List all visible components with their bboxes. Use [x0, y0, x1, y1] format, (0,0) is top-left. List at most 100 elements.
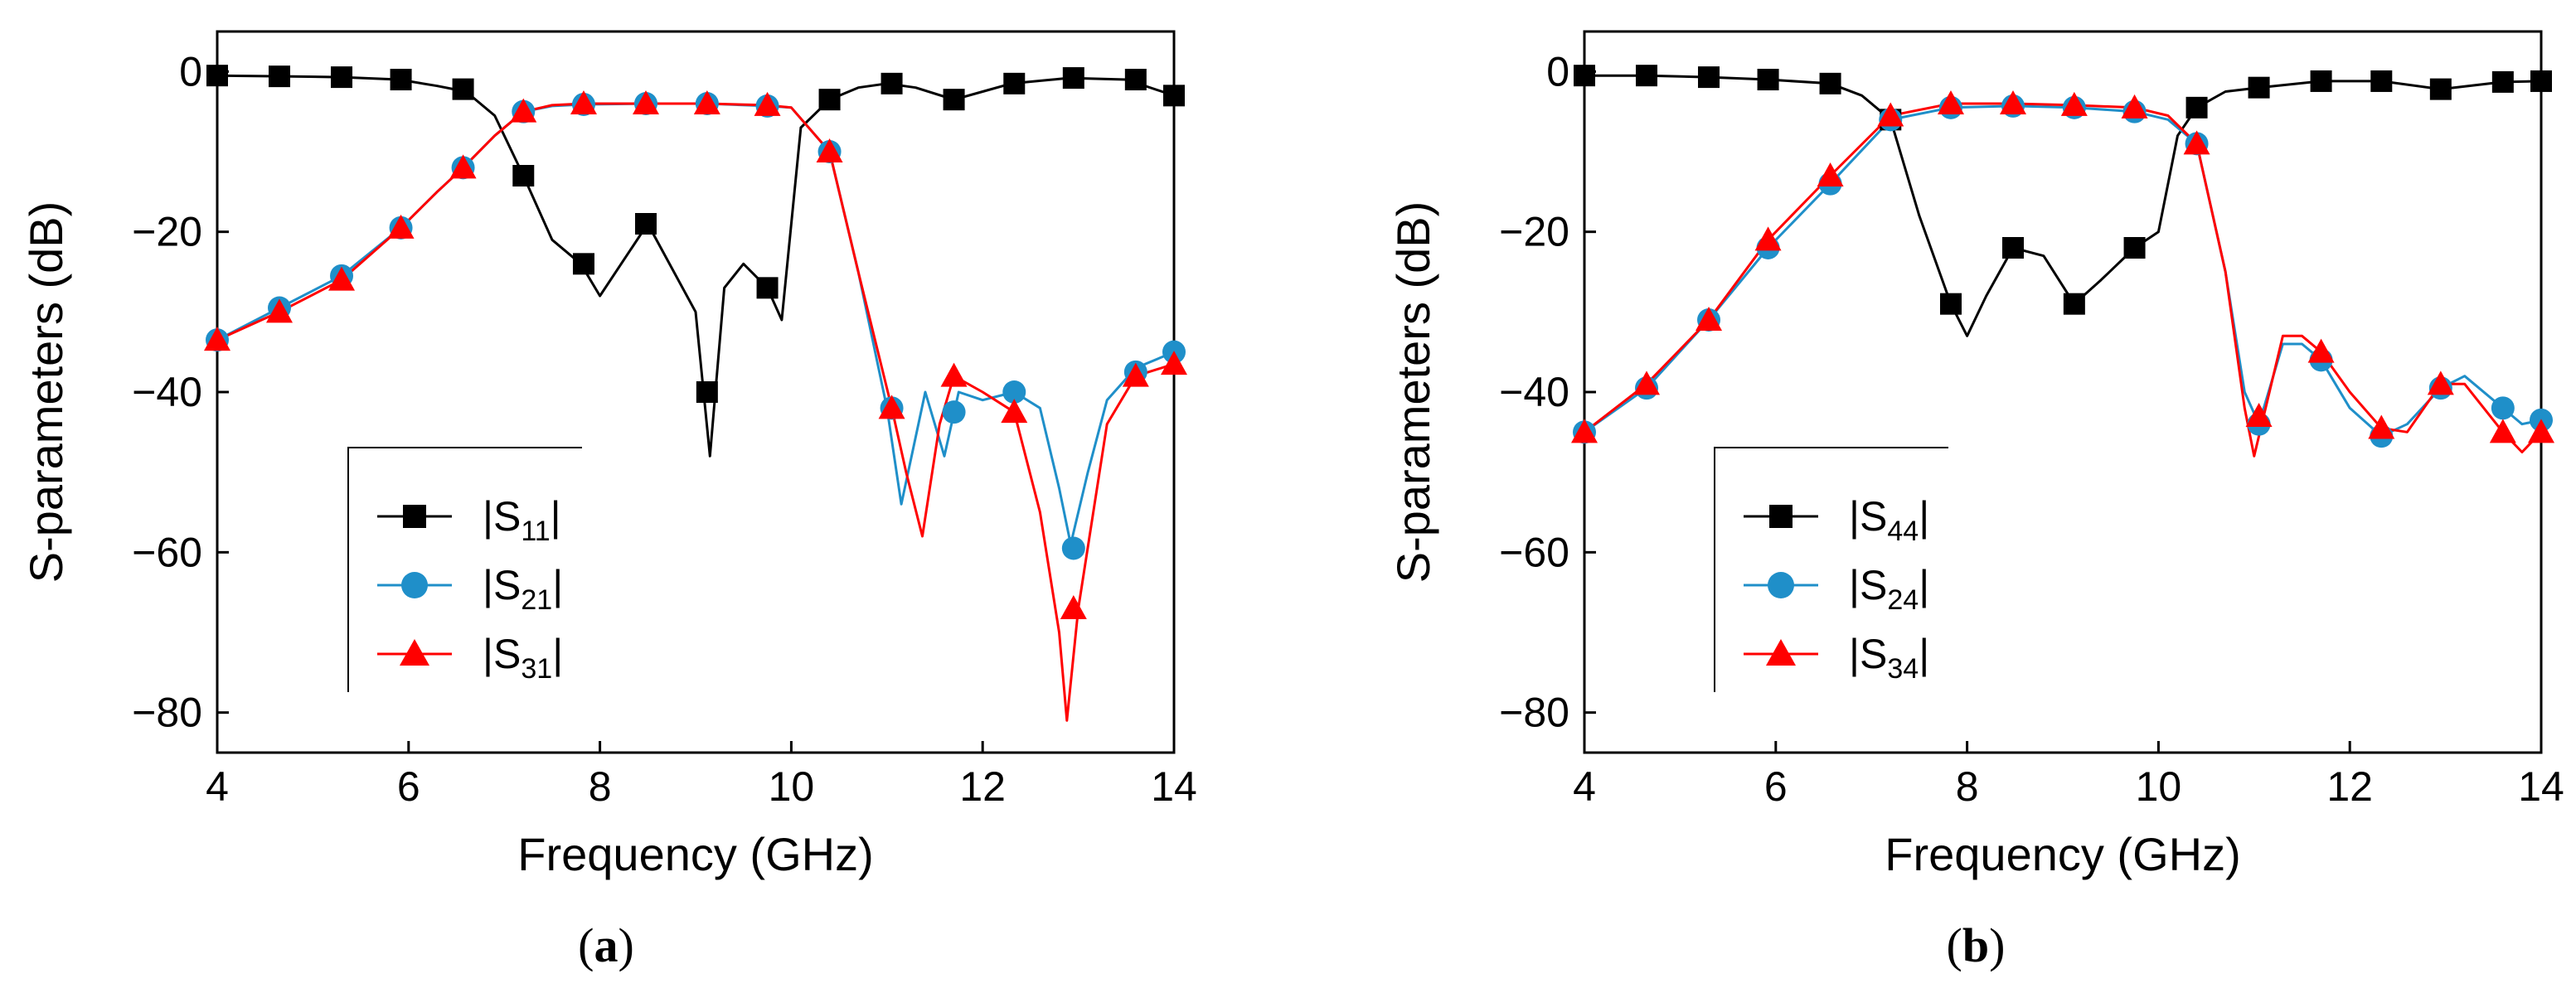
data-point-S44 [2530, 70, 2552, 92]
data-point-S34 [1937, 90, 1964, 114]
y-axis-title-b: S-parameters (dB) [1387, 201, 1439, 584]
data-point-S44 [1574, 65, 1595, 87]
data-point-S44 [2063, 293, 2085, 315]
data-point-S34 [2427, 370, 2454, 395]
data-point-S11 [572, 253, 594, 275]
data-point-S34 [2060, 91, 2088, 116]
x-tick-label: 12 [959, 763, 1006, 810]
data-point-S21 [1061, 536, 1085, 560]
y-tick-label: −80 [132, 690, 202, 736]
data-point-S31 [1122, 362, 1149, 387]
grid-ticks-b: 4 6 8 10 12 14 0 −20 −40 −60 −80 [1499, 48, 2564, 810]
legend-marker-square [403, 505, 426, 528]
data-point-S11 [818, 89, 841, 111]
y-tick-label: −60 [132, 529, 202, 575]
series-markers-b [1571, 65, 2554, 448]
data-point-S11 [452, 78, 474, 100]
data-point-S44 [2310, 70, 2332, 92]
series-lines-a [216, 74, 1175, 722]
legend-entry-s11: |S11| [377, 493, 561, 547]
data-point-S34 [2245, 403, 2273, 427]
data-point-S31 [328, 266, 356, 291]
data-point-S44 [1939, 293, 1962, 315]
data-point-S44 [2123, 237, 2146, 259]
x-tick-label: 14 [2518, 763, 2564, 810]
data-point-S31 [570, 90, 597, 114]
y-tick-label: −40 [1499, 369, 1569, 415]
data-point-S11 [269, 65, 291, 88]
data-point-S34 [2183, 130, 2210, 155]
data-point-S44 [2370, 70, 2393, 92]
caption-b: (b) [1947, 918, 2006, 972]
y-tick-label: −60 [1499, 529, 1569, 575]
x-tick-label: 4 [1573, 763, 1596, 810]
series-line-S11 [216, 74, 1175, 458]
data-point-S44 [1757, 69, 1779, 90]
x-tick-label: 10 [2136, 763, 2182, 810]
data-point-S31 [1161, 351, 1187, 375]
data-point-S11 [880, 72, 903, 94]
data-point-S34 [2307, 338, 2335, 363]
data-point-S11 [1124, 69, 1147, 90]
data-point-S34 [1999, 90, 2026, 114]
data-point-S11 [696, 381, 718, 403]
series-line-S31 [216, 102, 1175, 722]
data-point-S21 [1002, 380, 1026, 404]
data-point-S11 [331, 66, 353, 89]
data-point-S21 [942, 400, 966, 424]
data-point-S31 [632, 90, 659, 114]
x-tick-label: 6 [1764, 763, 1788, 810]
data-point-S11 [390, 69, 412, 90]
data-point-S34 [1817, 162, 1844, 186]
data-point-S34 [2368, 414, 2395, 439]
chart-panel-b: 4 6 8 10 12 14 0 −20 −40 −60 −80 Frequency (GHz) S… [1387, 30, 2564, 972]
y-tick-label: −20 [1499, 209, 1569, 255]
y-tick-label: 0 [1546, 48, 1569, 94]
series-line-S34 [1584, 102, 2543, 458]
data-point-S34 [2121, 94, 2148, 119]
legend-entry-s34: |S34| [1744, 631, 1929, 685]
plot-area-b [1583, 30, 2543, 754]
y-tick-label: −20 [132, 209, 202, 255]
legend-marker-triangle [400, 639, 429, 666]
x-tick-label: 4 [206, 763, 229, 810]
data-point-S11 [756, 277, 779, 299]
data-point-S11 [1003, 72, 1026, 94]
data-point-S44 [2001, 237, 2024, 259]
legend-label-s21: |S21| [483, 562, 563, 616]
legend-entry-s44: |S44| [1744, 493, 1929, 547]
data-point-S11 [512, 165, 535, 186]
data-point-S44 [1819, 72, 1841, 94]
data-point-S44 [2248, 76, 2270, 99]
x-tick-label: 12 [2326, 763, 2373, 810]
legend-marker-triangle [1766, 639, 1796, 666]
data-point-S34 [1877, 102, 1904, 127]
data-point-S31 [449, 154, 477, 179]
caption-a: (a) [578, 918, 634, 972]
series-lines-b [1584, 74, 2543, 458]
x-tick-label: 8 [589, 763, 612, 810]
data-point-S11 [634, 213, 657, 235]
y-axis-title-a: S-parameters (dB) [20, 201, 72, 584]
legend-label-s34: |S34| [1849, 631, 1929, 685]
x-tick-label: 6 [397, 763, 420, 810]
legend-a: |S11| |S21| |S31| [347, 447, 582, 692]
legend-entry-s21: |S21| [377, 562, 563, 616]
data-point-S11 [943, 89, 965, 111]
legend-frame-b [1714, 447, 1948, 692]
data-point-S34 [1571, 419, 1598, 443]
data-point-S24 [2491, 396, 2515, 420]
x-tick-label: 10 [769, 763, 815, 810]
data-point-S31 [1060, 595, 1087, 619]
grid-ticks-a: 4 6 8 10 12 14 0 −20 −40 −60 −80 [132, 48, 1197, 810]
y-tick-label: 0 [179, 48, 202, 94]
y-tick-label: −40 [132, 369, 202, 415]
legend-marker-circle [1768, 572, 1794, 598]
data-point-S31 [693, 90, 720, 114]
data-point-S44 [1636, 65, 1658, 87]
data-point-S34 [2528, 419, 2554, 443]
series-line-S24 [1584, 104, 2542, 438]
data-point-S11 [206, 65, 228, 87]
legend-b: |S44| |S24| |S34| [1714, 447, 1948, 692]
